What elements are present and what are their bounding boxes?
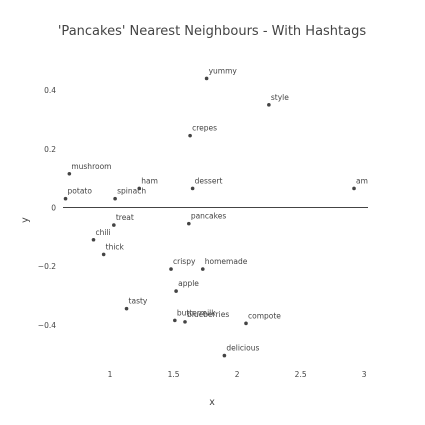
point-label-yummy: yummy bbox=[209, 66, 238, 75]
y-tick-label: 0 bbox=[51, 204, 56, 213]
data-point-yummy bbox=[204, 76, 209, 81]
data-point-crepes bbox=[188, 133, 192, 138]
chart-title: 'Pancakes' Nearest Neighbours - With Has… bbox=[58, 24, 367, 39]
data-point-buttermilk bbox=[173, 318, 177, 323]
data-point-style bbox=[267, 103, 271, 107]
data-point-spinach bbox=[113, 196, 117, 201]
point-label-treat: treat bbox=[116, 213, 134, 222]
point-label-mushroom: mushroom bbox=[71, 162, 111, 171]
point-labels: yummy style crepes mushroom potato spinach ham… bbox=[68, 66, 388, 353]
point-label-crispy: crispy bbox=[173, 257, 196, 266]
data-point-blueberries bbox=[183, 320, 187, 324]
data-point-ham bbox=[137, 186, 142, 191]
x-axis-title: x bbox=[209, 397, 215, 408]
point-label-dessert: dessert bbox=[195, 176, 223, 185]
point-label-apple: apple bbox=[178, 279, 199, 288]
data-point-tasty bbox=[124, 306, 129, 311]
data-point-potato bbox=[63, 196, 68, 201]
data-points bbox=[63, 76, 356, 358]
data-point-crispy bbox=[169, 267, 173, 271]
data-point-amazing bbox=[352, 186, 356, 191]
data-point-dessert bbox=[190, 186, 195, 191]
point-label-homemade: homemade bbox=[205, 257, 248, 266]
x-axis-ticks: 1 1.5 2 2.5 3 bbox=[108, 370, 367, 379]
point-label-thick: thick bbox=[106, 242, 125, 251]
point-label-pancakes: pancakes bbox=[191, 212, 227, 221]
x-tick-label: 3 bbox=[362, 370, 367, 379]
data-point-thick bbox=[101, 252, 106, 257]
point-label-style: style bbox=[271, 93, 289, 102]
x-tick-label: 1.5 bbox=[168, 370, 180, 379]
y-tick-label: −0.4 bbox=[38, 321, 56, 330]
y-axis-title: y bbox=[20, 217, 31, 223]
data-point-mushroom bbox=[67, 171, 72, 176]
point-label-delicious: delicious bbox=[226, 344, 259, 353]
y-tick-label: 0.4 bbox=[44, 86, 56, 95]
x-tick-label: 2 bbox=[235, 370, 240, 379]
data-point-homemade bbox=[200, 267, 205, 271]
data-point-apple bbox=[174, 289, 178, 293]
data-point-delicious bbox=[222, 353, 227, 358]
point-label-chili: chili bbox=[96, 228, 111, 237]
point-label-buttermilk: buttermilk bbox=[177, 308, 216, 317]
data-point-pancakes bbox=[187, 221, 191, 226]
point-label-amazing: amazing bbox=[356, 176, 388, 185]
data-point-treat bbox=[112, 223, 116, 227]
point-label-blueberries: blueberries bbox=[187, 310, 229, 319]
data-point-chili bbox=[91, 237, 96, 242]
point-label-crepes: crepes bbox=[192, 124, 217, 133]
y-axis-ticks: −0.4 −0.2 0 0.2 0.4 bbox=[38, 86, 56, 330]
point-label-compote: compote bbox=[248, 311, 281, 320]
point-label-spinach: spinach bbox=[117, 187, 146, 196]
x-tick-label: 2.5 bbox=[295, 370, 307, 379]
x-tick-label: 1 bbox=[108, 370, 113, 379]
y-tick-label: 0.2 bbox=[44, 145, 56, 154]
point-label-tasty: tasty bbox=[129, 297, 148, 306]
point-label-potato: potato bbox=[68, 187, 93, 196]
data-point-compote bbox=[244, 321, 248, 326]
y-tick-label: −0.2 bbox=[38, 262, 56, 271]
point-label-ham: ham bbox=[141, 176, 158, 185]
